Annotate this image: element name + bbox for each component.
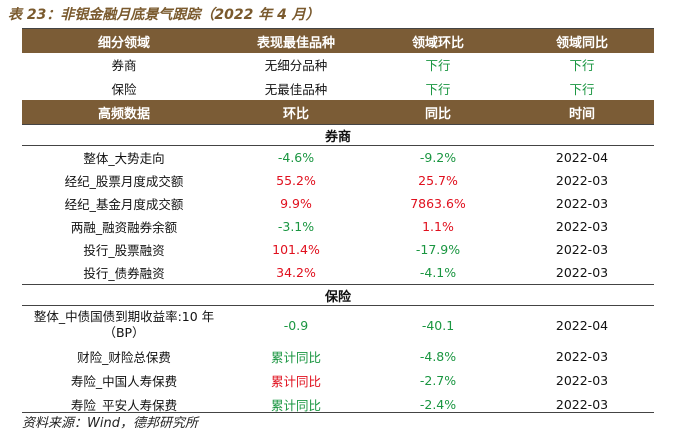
mom-value: 累计同比 bbox=[270, 373, 321, 389]
table-row: 财险_财险总保费 累计同比 -4.8% 2022-03 bbox=[22, 344, 654, 368]
source-note: 资料来源：Wind，德邦研究所 bbox=[22, 416, 198, 431]
table-row: 寿险_中国人寿保费 累计同比 -2.7% 2022-03 bbox=[22, 368, 654, 392]
segment-name: 保险 bbox=[111, 81, 137, 97]
bottom-rule bbox=[22, 412, 654, 413]
indicator-name: 财险_财险总保费 bbox=[77, 349, 171, 365]
date-value: 2022-03 bbox=[555, 372, 609, 388]
summary-table: 细分领域 表现最佳品种 领域环比 领域同比 券商 无细分品种 下行 下行 保险 … bbox=[22, 29, 654, 124]
yoy-value: 7863.6% bbox=[410, 196, 466, 211]
mom-value: -3.1% bbox=[277, 219, 315, 234]
insurance-section: 保险 整体_中债国债到期收益率:10 年（BP） -0.9 -40.1 2022… bbox=[22, 284, 654, 416]
indicator-name: 投行_债券融资 bbox=[83, 266, 165, 281]
indicator-name: 经纪_股票月度成交额 bbox=[64, 174, 184, 189]
table-row: 经纪_股票月度成交额 55.2% 25.7% 2022-03 bbox=[22, 169, 654, 192]
header-segment-yoy: 领域同比 bbox=[510, 29, 654, 53]
yoy-value: -17.9% bbox=[415, 242, 461, 257]
indicator-name: 经纪_基金月度成交额 bbox=[64, 197, 184, 212]
mom-value: 累计同比 bbox=[270, 349, 321, 365]
table-row: 整体_大势走向 -4.6% -9.2% 2022-04 bbox=[22, 146, 654, 169]
date-value: 2022-04 bbox=[555, 150, 609, 165]
best-variety: 无最佳品种 bbox=[264, 81, 328, 97]
brokerage-section: 券商 整体_大势走向 -4.6% -9.2% 2022-04 经纪_股票月度成交… bbox=[22, 124, 654, 284]
segment-mom: 下行 bbox=[425, 58, 451, 73]
section-title: 保险 bbox=[22, 284, 654, 306]
yoy-value: -4.8% bbox=[419, 348, 457, 364]
yoy-value: -2.4% bbox=[419, 396, 457, 412]
indicator-name: 两融_融资融券余额 bbox=[70, 220, 178, 235]
section-title-row: 保险 bbox=[22, 284, 654, 306]
date-value: 2022-03 bbox=[555, 173, 609, 188]
header-yoy: 同比 bbox=[366, 100, 510, 124]
indicator-name: 寿险_平安人寿保费 bbox=[70, 397, 178, 413]
header-segment-mom: 领域环比 bbox=[366, 29, 510, 53]
indicator-name: 投行_股票融资 bbox=[83, 243, 165, 258]
yoy-value: -4.1% bbox=[419, 265, 457, 280]
date-value: 2022-03 bbox=[555, 219, 609, 234]
table-row: 投行_债券融资 34.2% -4.1% 2022-03 bbox=[22, 261, 654, 284]
table-row: 投行_股票融资 101.4% -17.9% 2022-03 bbox=[22, 238, 654, 261]
header-segment: 细分领域 bbox=[22, 29, 226, 53]
indicator-name: 整体_大势走向 bbox=[83, 151, 165, 166]
table-row: 整体_中债国债到期收益率:10 年（BP） -0.9 -40.1 2022-04 bbox=[22, 306, 654, 344]
mom-value: -4.6% bbox=[277, 150, 315, 165]
date-value: 2022-03 bbox=[555, 265, 609, 280]
header-mom: 环比 bbox=[226, 100, 366, 124]
yoy-value: -40.1 bbox=[421, 317, 455, 333]
top-rule bbox=[22, 28, 654, 29]
yoy-value: 25.7% bbox=[418, 173, 458, 188]
mom-value: -0.9 bbox=[283, 317, 309, 333]
mom-value: 累计同比 bbox=[270, 397, 321, 413]
date-value: 2022-03 bbox=[555, 196, 609, 211]
header-best-variety: 表现最佳品种 bbox=[226, 29, 366, 53]
segment-yoy: 下行 bbox=[569, 81, 595, 97]
date-value: 2022-03 bbox=[555, 348, 609, 364]
yoy-value: 1.1% bbox=[422, 219, 454, 234]
header-hf-data: 高频数据 bbox=[22, 100, 226, 124]
segment-yoy: 下行 bbox=[569, 58, 595, 73]
summary-row: 券商 无细分品种 下行 下行 bbox=[22, 53, 654, 76]
hf-header-row: 高频数据 环比 同比 时间 bbox=[22, 100, 654, 124]
mom-value: 9.9% bbox=[280, 196, 312, 211]
date-value: 2022-03 bbox=[555, 242, 609, 257]
mom-value: 34.2% bbox=[276, 265, 316, 280]
section-title-row: 券商 bbox=[22, 124, 654, 146]
table-row: 两融_融资融券余额 -3.1% 1.1% 2022-03 bbox=[22, 215, 654, 238]
table-row: 寿险_平安人寿保费 累计同比 -2.4% 2022-03 bbox=[22, 392, 654, 416]
mom-value: 55.2% bbox=[276, 173, 316, 188]
date-value: 2022-04 bbox=[555, 317, 609, 333]
summary-header-row: 细分领域 表现最佳品种 领域环比 领域同比 bbox=[22, 29, 654, 53]
yoy-value: -2.7% bbox=[419, 372, 457, 388]
table-caption: 表 23：非银金融月底景气跟踪（2022 年 4 月） bbox=[8, 7, 320, 23]
indicator-name: 整体_中债国债到期收益率:10 年（BP） bbox=[33, 309, 215, 340]
header-date: 时间 bbox=[510, 100, 654, 124]
segment-name: 券商 bbox=[111, 58, 137, 73]
segment-mom: 下行 bbox=[425, 81, 451, 97]
yoy-value: -9.2% bbox=[419, 150, 457, 165]
table-row: 经纪_基金月度成交额 9.9% 7863.6% 2022-03 bbox=[22, 192, 654, 215]
best-variety: 无细分品种 bbox=[264, 58, 328, 73]
summary-row: 保险 无最佳品种 下行 下行 bbox=[22, 76, 654, 100]
mom-value: 101.4% bbox=[272, 242, 320, 257]
section-title: 券商 bbox=[22, 124, 654, 146]
indicator-name: 寿险_中国人寿保费 bbox=[70, 373, 178, 389]
date-value: 2022-03 bbox=[555, 396, 609, 412]
